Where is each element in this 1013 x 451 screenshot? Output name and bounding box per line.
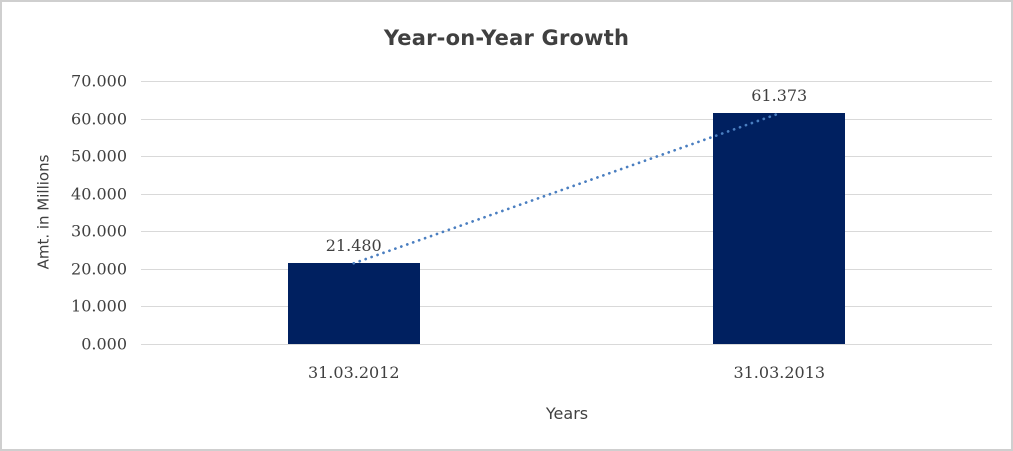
y-tick-label: 0.000 — [81, 334, 127, 354]
trendline-svg — [352, 112, 781, 265]
y-tick-label: 20.000 — [71, 259, 127, 279]
bar-31.03.2013 — [713, 113, 846, 344]
x-tick-label: 31.03.2013 — [733, 363, 826, 382]
gridline — [141, 344, 992, 345]
y-tick-label: 30.000 — [71, 221, 127, 241]
y-tick-label: 50.000 — [71, 146, 127, 166]
plot-area: 21.480 61.373 — [141, 81, 992, 345]
y-tick-label: 40.000 — [71, 184, 127, 204]
gridline — [141, 118, 992, 120]
gridline — [141, 156, 992, 158]
bar-31.03.2012 — [287, 263, 420, 344]
y-tick-label: 60.000 — [71, 109, 127, 129]
y-axis-ticks: 0.000 10.000 20.000 30.000 40.000 50.000 60.00… — [2, 72, 129, 354]
gridline — [141, 231, 992, 233]
chart-title: Year-on-Year Growth — [383, 26, 630, 50]
gridline — [141, 81, 992, 82]
gridline — [141, 193, 992, 195]
y-tick-label: 10.000 — [71, 296, 127, 316]
gridline — [141, 268, 992, 270]
bar-data-label: 61.373 — [751, 86, 808, 106]
x-axis-title: Years — [545, 404, 589, 423]
x-axis-labels: 31.03.2012 31.03.2013 — [141, 363, 992, 387]
gridline — [141, 306, 992, 308]
y-tick-label: 70.000 — [71, 71, 127, 91]
x-tick-label: 31.03.2012 — [307, 363, 400, 382]
bar-data-label: 21.480 — [325, 236, 382, 256]
